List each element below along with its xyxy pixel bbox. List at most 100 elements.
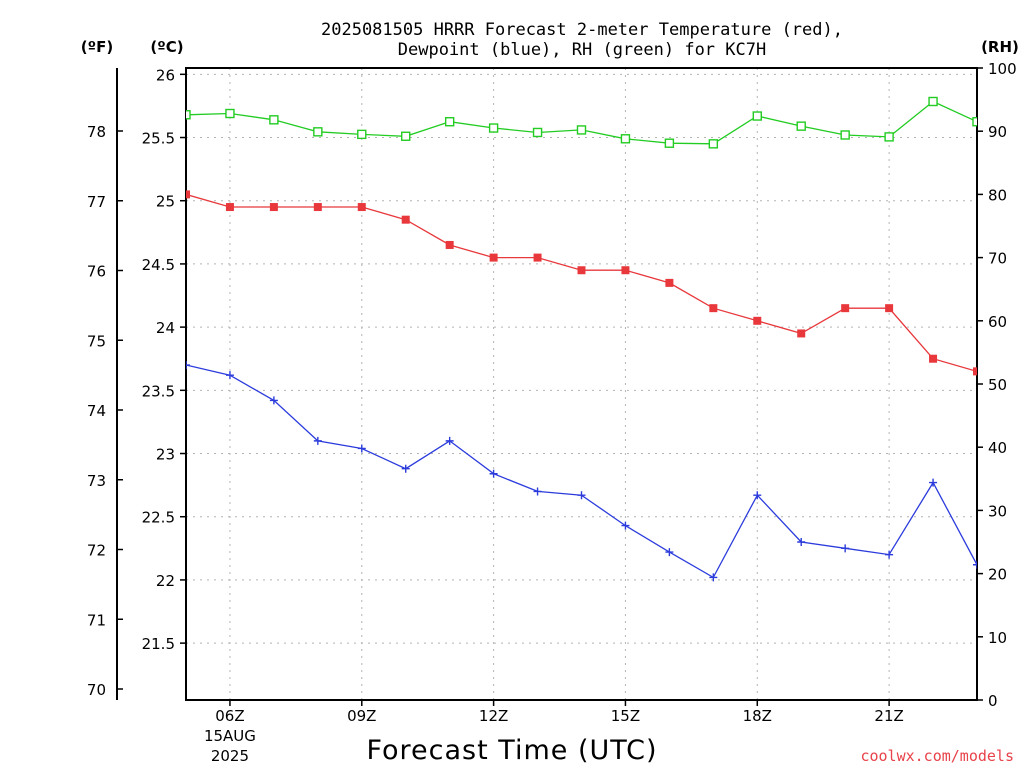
- dewpoint-point: [533, 487, 542, 496]
- temperature-point: [225, 203, 234, 212]
- rh-tick-label: 20: [988, 566, 1007, 584]
- celsius-tick-label: 23.5: [142, 382, 175, 400]
- rh-point: [664, 138, 675, 148]
- series-group: [186, 96, 977, 582]
- temperature-point: [621, 266, 630, 275]
- dewpoint-point: [357, 444, 366, 453]
- fahrenheit-tick-label: 71: [87, 611, 106, 629]
- x-tick-label: 21Z: [874, 707, 903, 725]
- plot-frame: [185, 67, 978, 701]
- rh-point: [186, 110, 191, 120]
- celsius-tick-label: 24: [156, 319, 175, 337]
- celsius-tick-label: 25.5: [142, 130, 175, 148]
- dewpoint-point: [313, 436, 322, 445]
- temperature-point: [313, 203, 322, 212]
- dewpoint-point: [269, 396, 278, 405]
- chart-title-line-1: 2025081505 HRRR Forecast 2-meter Tempera…: [321, 20, 843, 40]
- temperature-point: [357, 203, 366, 212]
- fahrenheit-tick-label: 75: [87, 332, 106, 350]
- rh-point: [576, 125, 587, 135]
- rh-point: [752, 111, 762, 121]
- rh-point: [840, 130, 850, 140]
- temperature-point: [533, 253, 542, 262]
- chart-title-line-2: Dewpoint (blue), RH (green) for KC7H: [398, 40, 766, 60]
- temperature-point: [489, 253, 498, 262]
- x-tick-label: 09Z: [347, 707, 376, 725]
- temperature-point: [577, 266, 586, 275]
- rh-point: [884, 132, 894, 142]
- rh-point: [488, 123, 499, 133]
- rh-point: [225, 108, 235, 119]
- fahrenheit-tick-label: 70: [87, 681, 106, 699]
- fahrenheit-tick-label: 78: [87, 123, 106, 141]
- celsius-unit-label: (ºC): [150, 38, 183, 56]
- dewpoint-point: [885, 550, 894, 559]
- dewpoint-point: [973, 560, 977, 569]
- temperature-point: [445, 240, 454, 249]
- fahrenheit-tick-label: 76: [87, 263, 106, 281]
- x-tick-sublabel: 15AUG: [204, 727, 256, 745]
- rh-tick-label: 0: [988, 692, 998, 710]
- dewpoint-point: [797, 538, 806, 546]
- rh-tick-label: 50: [988, 376, 1007, 394]
- temperature-point: [929, 354, 938, 363]
- rh-point: [444, 117, 455, 127]
- dewpoint-point: [186, 361, 190, 370]
- rh-tick-label: 70: [988, 250, 1007, 268]
- celsius-tick-label: 24.5: [142, 256, 175, 274]
- x-tick-sublabel: 2025: [211, 747, 249, 765]
- temperature-point: [841, 304, 850, 313]
- dewpoint-point: [841, 544, 850, 553]
- dewpoint-point: [621, 521, 630, 530]
- celsius-tick-label: 22.5: [142, 509, 175, 527]
- source-credit: coolwx.com/models: [860, 747, 1014, 765]
- dewpoint-point: [401, 464, 410, 473]
- temperature-point: [885, 304, 894, 313]
- rh-tick-label: 60: [988, 313, 1007, 331]
- dewpoint-point: [445, 436, 454, 445]
- temperature-point: [269, 203, 278, 212]
- celsius-tick-label: 25: [156, 193, 175, 211]
- fahrenheit-tick-label: 72: [87, 542, 106, 560]
- axes: [116, 67, 983, 706]
- rh-point: [269, 115, 279, 125]
- fahrenheit-tick-label: 73: [87, 472, 106, 490]
- x-tick-label: 06Z: [215, 707, 244, 725]
- dewpoint-point: [577, 491, 586, 500]
- celsius-tick-label: 23: [156, 446, 175, 464]
- rh-tick-label: 90: [988, 123, 1007, 141]
- rh-point: [532, 127, 543, 138]
- rh-point: [796, 121, 806, 131]
- temperature-point: [401, 215, 410, 224]
- rh-point: [972, 117, 977, 127]
- celsius-tick-label: 22: [156, 572, 175, 590]
- temperature-point: [797, 329, 806, 338]
- temperature-point: [973, 367, 977, 376]
- dewpoint-point: [225, 371, 234, 380]
- dewpoint-point: [929, 478, 938, 487]
- temperature-point: [665, 278, 674, 287]
- rh-point: [401, 131, 411, 141]
- x-tick-label: 15Z: [611, 707, 640, 725]
- dewpoint-point: [753, 491, 762, 500]
- rh-point: [708, 139, 719, 149]
- dewpoint-point: [665, 548, 674, 557]
- x-axis-label: Forecast Time (UTC): [366, 735, 657, 766]
- temperature-point: [186, 190, 190, 199]
- rh-point: [313, 127, 323, 137]
- temperature-point: [753, 316, 762, 325]
- rh-tick-label: 80: [988, 186, 1007, 204]
- rh-tick-label: 40: [988, 439, 1007, 457]
- dewpoint-point: [489, 469, 498, 478]
- celsius-tick-label: 26: [156, 66, 175, 84]
- rh-point: [357, 129, 367, 140]
- fahrenheit-tick-label: 77: [87, 193, 106, 211]
- rh-point: [620, 134, 631, 144]
- fahrenheit-tick-label: 74: [87, 402, 106, 420]
- data-series: [186, 96, 977, 582]
- rh-tick-label: 10: [988, 629, 1007, 647]
- temperature-point: [709, 304, 718, 313]
